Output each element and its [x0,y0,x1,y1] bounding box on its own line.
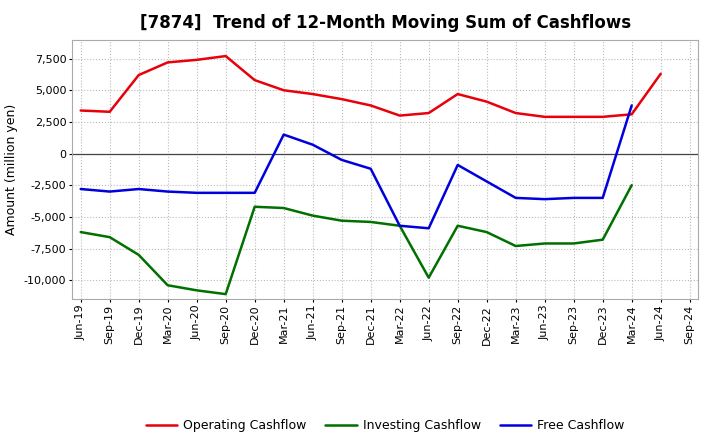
Investing Cashflow [482,229,491,235]
Investing Cashflow [105,235,114,240]
Free Cashflow [366,166,375,172]
Operating Cashflow [279,88,288,93]
Investing Cashflow [308,213,317,218]
Investing Cashflow [279,205,288,211]
Free Cashflow [76,187,85,192]
Free Cashflow [251,190,259,195]
Operating Cashflow [366,103,375,108]
Line: Free Cashflow: Free Cashflow [81,106,631,228]
Line: Operating Cashflow: Operating Cashflow [81,56,661,117]
Free Cashflow [192,190,201,195]
Investing Cashflow [424,275,433,280]
Free Cashflow [454,162,462,168]
Operating Cashflow [598,114,607,120]
Investing Cashflow [395,223,404,228]
Operating Cashflow [424,110,433,116]
Investing Cashflow [135,252,143,257]
Free Cashflow [308,142,317,147]
Operating Cashflow [511,110,520,116]
Operating Cashflow [251,77,259,83]
Investing Cashflow [570,241,578,246]
Operating Cashflow [135,73,143,78]
Operating Cashflow [454,92,462,97]
Legend: Operating Cashflow, Investing Cashflow, Free Cashflow: Operating Cashflow, Investing Cashflow, … [141,414,629,437]
Operating Cashflow [105,109,114,114]
Free Cashflow [570,195,578,201]
Investing Cashflow [511,243,520,249]
Investing Cashflow [251,204,259,209]
Free Cashflow [482,179,491,184]
Operating Cashflow [163,60,172,65]
Line: Investing Cashflow: Investing Cashflow [81,185,631,294]
Investing Cashflow [338,218,346,224]
Free Cashflow [627,103,636,108]
Free Cashflow [395,223,404,228]
Operating Cashflow [570,114,578,120]
Free Cashflow [541,197,549,202]
Free Cashflow [511,195,520,201]
Operating Cashflow [338,96,346,102]
Operating Cashflow [76,108,85,113]
Free Cashflow [338,157,346,162]
Free Cashflow [163,189,172,194]
Investing Cashflow [598,237,607,242]
Investing Cashflow [192,288,201,293]
Free Cashflow [424,226,433,231]
Operating Cashflow [482,99,491,104]
Operating Cashflow [192,57,201,62]
Investing Cashflow [541,241,549,246]
Operating Cashflow [221,53,230,59]
Operating Cashflow [395,113,404,118]
Investing Cashflow [627,183,636,188]
Investing Cashflow [76,229,85,235]
Free Cashflow [221,190,230,195]
Y-axis label: Amount (million yen): Amount (million yen) [5,104,19,235]
Free Cashflow [135,187,143,192]
Investing Cashflow [163,282,172,288]
Investing Cashflow [366,219,375,224]
Investing Cashflow [454,223,462,228]
Free Cashflow [105,189,114,194]
Operating Cashflow [657,71,665,77]
Investing Cashflow [221,291,230,297]
Operating Cashflow [308,92,317,97]
Operating Cashflow [541,114,549,120]
Free Cashflow [279,132,288,137]
Title: [7874]  Trend of 12-Month Moving Sum of Cashflows: [7874] Trend of 12-Month Moving Sum of C… [140,15,631,33]
Free Cashflow [598,195,607,201]
Operating Cashflow [627,112,636,117]
